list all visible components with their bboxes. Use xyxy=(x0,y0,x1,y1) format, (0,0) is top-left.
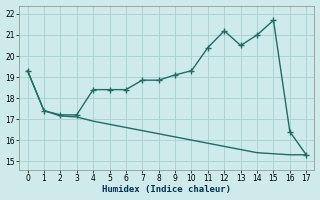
X-axis label: Humidex (Indice chaleur): Humidex (Indice chaleur) xyxy=(102,185,231,194)
